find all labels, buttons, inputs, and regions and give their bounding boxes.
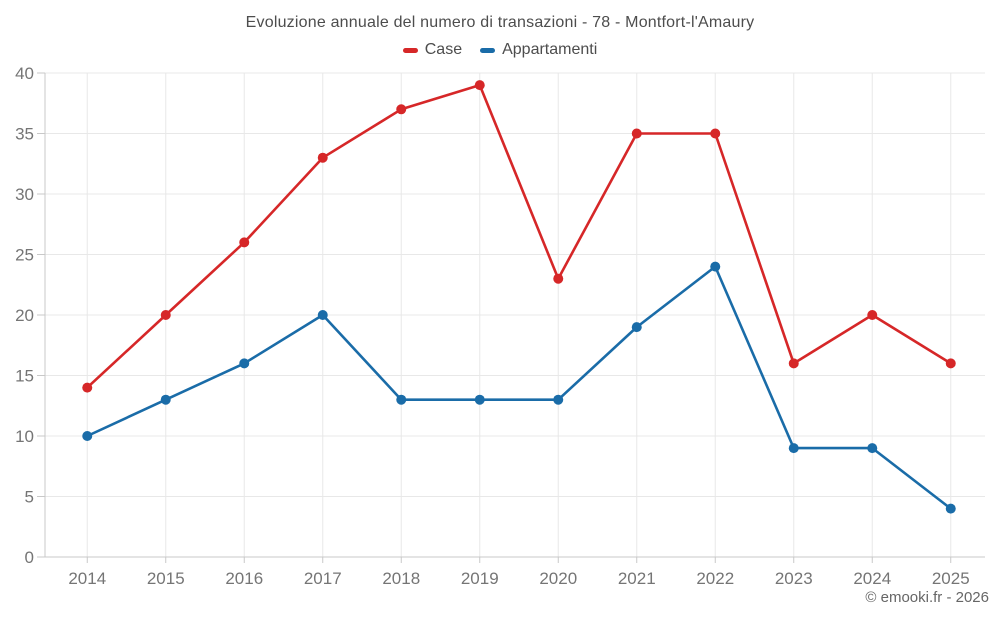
data-point-appartamenti-2023[interactable] — [788, 443, 799, 454]
data-point-case-2015[interactable] — [160, 310, 171, 320]
data-point-case-2023[interactable] — [788, 358, 799, 369]
series-line-appartamenti — [85, 265, 953, 510]
x-tick-label: 2024 — [853, 569, 891, 588]
x-tick-label: 2025 — [932, 569, 970, 588]
data-point-appartamenti-2020[interactable] — [553, 394, 564, 405]
legend-item-appartamenti[interactable]: Appartamenti — [480, 41, 597, 59]
legend-label-case: Case — [424, 41, 463, 58]
y-tick-label: 20 — [15, 306, 34, 325]
copyright-text: © emooki.fr - 2026 — [865, 589, 989, 606]
x-tick-label: 2021 — [618, 569, 656, 588]
data-point-case-2018[interactable] — [396, 104, 407, 115]
data-point-case-2024[interactable] — [867, 310, 878, 320]
x-tick-label: 2017 — [304, 569, 342, 588]
data-point-appartamenti-2021[interactable] — [631, 322, 642, 333]
y-tick-label: 5 — [25, 488, 34, 507]
data-point-case-2022[interactable] — [710, 128, 721, 139]
y-tick-label: 30 — [15, 185, 34, 204]
y-tick-label: 35 — [15, 125, 34, 144]
data-point-appartamenti-2018[interactable] — [396, 394, 407, 405]
x-tick-label: 2014 — [68, 569, 106, 588]
series-line-case — [85, 83, 953, 389]
data-point-appartamenti-2022[interactable] — [710, 261, 721, 272]
data-point-appartamenti-2014[interactable] — [82, 431, 93, 441]
x-tick-label: 2023 — [775, 569, 813, 588]
data-point-appartamenti-2017[interactable] — [317, 310, 328, 320]
legend-item-case[interactable]: Case — [402, 41, 463, 59]
data-point-case-2025[interactable] — [945, 358, 956, 369]
x-tick-label: 2022 — [696, 569, 734, 588]
y-tick-label: 10 — [15, 427, 34, 446]
data-point-case-2021[interactable] — [631, 128, 642, 139]
x-tick-label: 2016 — [225, 569, 263, 588]
y-tick-label: 15 — [15, 367, 34, 386]
data-point-case-2019[interactable] — [474, 80, 485, 91]
data-point-appartamenti-2019[interactable] — [474, 394, 485, 405]
x-tick-label: 2015 — [147, 569, 185, 588]
data-point-case-2020[interactable] — [553, 273, 564, 284]
appartamenti-series-dash-icon — [480, 47, 496, 53]
x-tick-label: 2018 — [382, 569, 420, 588]
legend-label-appartamenti: Appartamenti — [502, 41, 598, 58]
x-tick-label: 2020 — [539, 569, 577, 588]
x-tick-label: 2019 — [461, 569, 499, 588]
y-tick-label: 40 — [15, 64, 34, 83]
data-point-case-2016[interactable] — [239, 237, 250, 248]
data-point-appartamenti-2015[interactable] — [160, 394, 171, 405]
data-point-appartamenti-2024[interactable] — [867, 443, 878, 454]
data-point-appartamenti-2016[interactable] — [239, 358, 250, 369]
chart-legend: Case Appartamenti — [0, 41, 1000, 59]
y-tick-label: 0 — [25, 548, 34, 567]
case-series-dash-icon — [402, 47, 418, 53]
data-point-appartamenti-2025[interactable] — [945, 503, 956, 514]
data-point-case-2017[interactable] — [317, 152, 328, 163]
chart-title: Evoluzione annuale del numero di transaz… — [245, 14, 755, 31]
y-tick-label: 25 — [15, 246, 34, 265]
data-point-case-2014[interactable] — [82, 382, 93, 393]
